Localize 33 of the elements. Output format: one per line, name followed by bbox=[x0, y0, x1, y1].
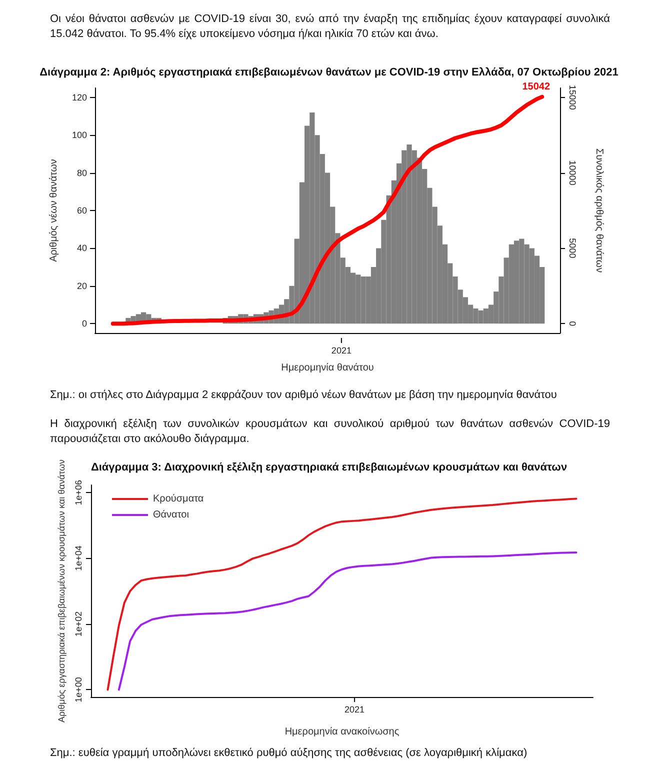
y-tick-label: 1e+02 bbox=[74, 611, 84, 637]
y2-tick-label: 10000 bbox=[568, 160, 578, 186]
y2-axis-title: Συνολικός αριθμός θανάτων bbox=[594, 148, 604, 273]
y-tick-label: 40 bbox=[76, 243, 87, 254]
text: Σημ.: ευθεία γραμμή υποδηλώνει εκθετικό ρυθμό αύξησης της ασθένειας (σε λογαριθμική κλίμακα) bbox=[50, 746, 528, 761]
y-tick-label: 120 bbox=[72, 92, 87, 102]
text: Σημ.: οι στήλες στο Διάγραμμα 2 εκφράζουν τον αριθμό νέων θανάτων με βάση την ημερομηνία θανάτου bbox=[50, 388, 558, 403]
chart-title: Διάγραμμα 3: Διαχρονική εξέλιξη εργαστηριακά επιβεβαιωμένων κρουσμάτων και θανάτων bbox=[90, 462, 568, 474]
text: Η διαχρονική εξέλιξη των συνολικών κρουσμάτων και συνολικού αριθμού των θανάτων ασθενών COVID-19 παρουσιάζεται στο ακόλουθο διάγραμμα. bbox=[50, 417, 610, 447]
line-series bbox=[110, 94, 544, 326]
chart-title: Διάγραμμα 2: Αριθμός εργαστηριακά επιβεβαιωμένων θανάτων με COVID-19 στην Ελλάδα, 07 Οκτωβρίου 2021 bbox=[40, 66, 618, 78]
y-tick-label: 60 bbox=[76, 206, 87, 216]
y-tick-label: 1e+06 bbox=[74, 480, 84, 506]
x-axis-title: Ημερομηνία ανακοίνωσης bbox=[284, 726, 400, 738]
y-tick-label: 100 bbox=[72, 130, 87, 140]
text: Οι νέοι θάνατοι ασθενών με COVID-19 είναι 30, ενώ από την έναρξη της επιδημίας έχουν καταγραφεί συνολικά 15.042 θάνατοι. Το 95.4% είχε υποκείμενο νόσημα ή/και ηλικία 70 ετών και άνω. bbox=[50, 12, 610, 42]
y-axis-title: Αριθμός νέων θανάτων bbox=[48, 159, 60, 262]
x-axis-title: Ημερομηνία θανάτου bbox=[281, 362, 374, 374]
y-tick-label: 1e+04 bbox=[74, 546, 84, 571]
text: 2021 bbox=[344, 704, 365, 714]
data-label: 15042 bbox=[522, 81, 550, 92]
y2-tick-label: 5000 bbox=[568, 238, 578, 258]
y-tick-label: 0 bbox=[82, 318, 87, 329]
y-tick-label: 1e+00 bbox=[74, 677, 84, 702]
y-tick-label: 20 bbox=[76, 280, 87, 291]
y2-tick-label: 0 bbox=[568, 321, 578, 326]
y2-tick-label: 15000 bbox=[568, 84, 578, 110]
line-series bbox=[118, 551, 578, 691]
y-axis-title: Αριθμός εργαστηριακά επιβεβαιωμένων κρουσμάτων και θανάτων bbox=[56, 459, 67, 722]
text: 2021 bbox=[331, 346, 352, 356]
legend-label: Κρούσματα bbox=[153, 494, 204, 504]
legend-label: Θάνατοι bbox=[153, 510, 189, 520]
y-tick-label: 80 bbox=[76, 168, 87, 178]
